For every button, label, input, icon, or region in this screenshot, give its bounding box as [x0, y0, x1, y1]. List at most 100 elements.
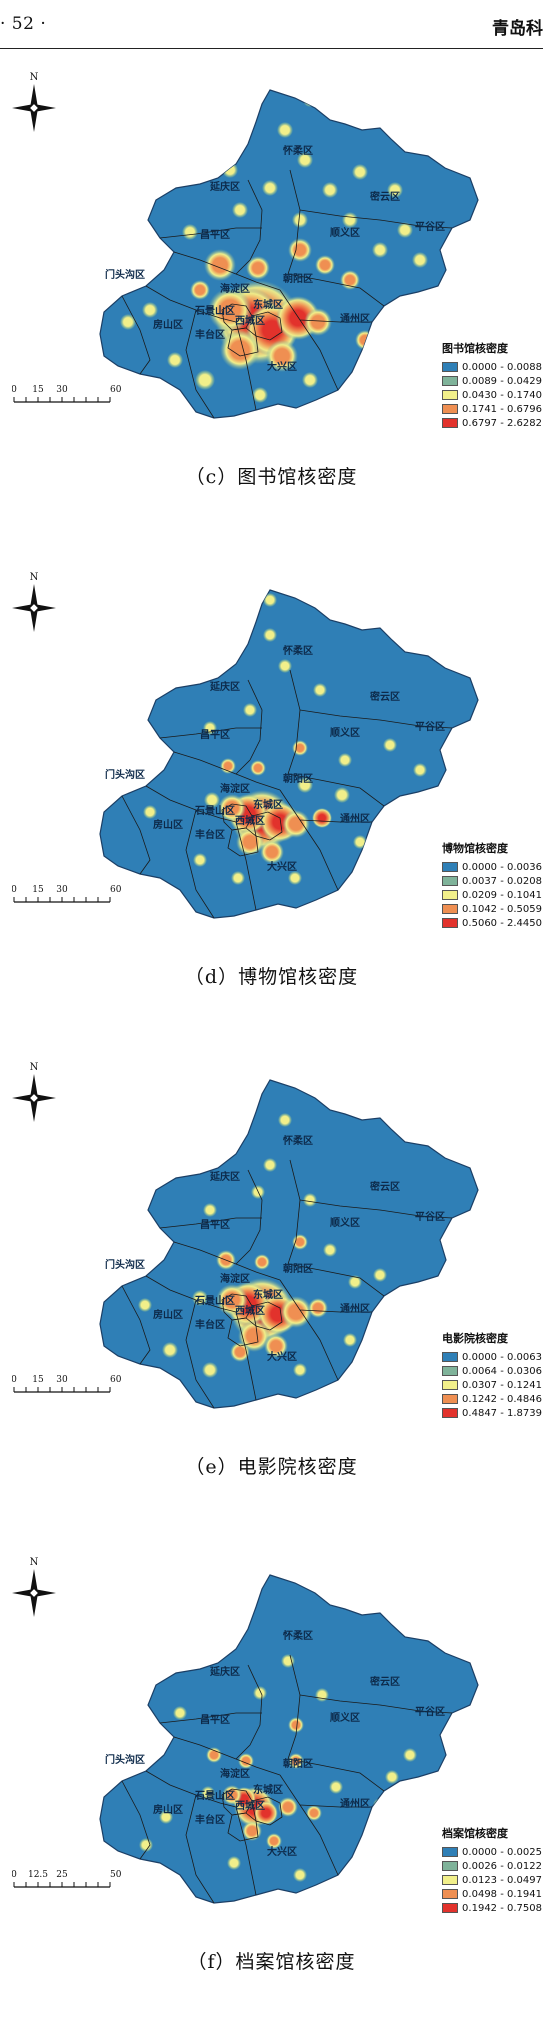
legend-label: 0.0498 - 0.1941 [462, 1888, 542, 1900]
legend-label: 0.5060 - 2.4450 [462, 917, 542, 929]
legend-item: 0.6797 - 2.6282 [442, 416, 542, 430]
scale-label: 0 [12, 385, 17, 395]
density-hotspot [304, 308, 332, 336]
density-hotspot [288, 871, 302, 885]
density-hotspot [297, 777, 313, 793]
density-hotspot [278, 659, 292, 673]
north-arrow-icon: N [12, 1557, 56, 1617]
density-hotspot [288, 1753, 304, 1769]
density-hotspot [192, 1290, 208, 1306]
legend-item: 0.0064 - 0.0306 [442, 1364, 542, 1378]
density-hotspot [227, 1856, 241, 1870]
legend-swatch [442, 904, 459, 914]
legend-swatch [442, 918, 459, 928]
density-hotspot [260, 840, 284, 864]
density-hotspot [348, 1275, 362, 1289]
density-hotspot [293, 1363, 307, 1377]
figure-caption: （c）图书馆核密度 [185, 466, 358, 488]
density-hotspot [329, 1780, 343, 1794]
legend-swatch [442, 1394, 459, 1404]
density-hotspot [204, 792, 220, 808]
density-hotspot [303, 1193, 317, 1207]
density-hotspot [397, 222, 413, 238]
density-hotspot [280, 1296, 312, 1328]
district-label: 朝阳区 [283, 772, 313, 785]
district-boundaries [121, 169, 453, 419]
district-label: 石景山区 [194, 304, 235, 317]
district-label: 门头沟区 [105, 1753, 145, 1766]
district-boundaries [121, 669, 453, 919]
district-label: 密云区 [370, 690, 400, 703]
density-hotspot [288, 1717, 304, 1733]
density-hotspot [143, 805, 157, 819]
map-panel-library: 怀柔区 延庆区 密云区 昌平区 顺义区 平谷区 门头沟区 海淀区 朝阳区 石景山区 东城区 西城区 丰台… [0, 60, 543, 540]
density-hotspot [250, 760, 266, 776]
density-hotspot [383, 738, 397, 752]
density-hotspot [153, 743, 167, 757]
district-label: 通州区 [340, 1303, 370, 1315]
legend-swatch [442, 1861, 459, 1871]
density-hotspot [206, 1747, 222, 1763]
density-hotspot [322, 182, 338, 198]
district-label: 东城区 [253, 1288, 283, 1301]
district-label: 通州区 [340, 813, 370, 825]
density-hotspot [236, 828, 264, 856]
district-label: 石景山区 [194, 1294, 235, 1307]
legend-label: 0.0000 - 0.0063 [462, 1351, 542, 1363]
density-hotspot [264, 1334, 288, 1358]
density-hotspot [292, 1234, 308, 1250]
legend-item: 0.0307 - 0.1241 [442, 1378, 542, 1392]
legend-item: 0.0000 - 0.0036 [442, 860, 542, 874]
beijing-region [99, 1079, 479, 1409]
district-label: 朝阳区 [283, 1262, 313, 1275]
legend-item: 0.1741 - 0.6796 [442, 402, 542, 416]
north-arrow-icon: N [12, 572, 56, 632]
density-hotspot [292, 212, 308, 228]
legend-item: 0.1242 - 0.4846 [442, 1392, 542, 1406]
district-label: 门头沟区 [105, 768, 145, 781]
legend-title: 博物馆核密度 [442, 842, 508, 855]
scale-label: 30 [56, 385, 68, 395]
density-hotspot [204, 249, 236, 281]
legend-item: 0.0000 - 0.0025 [442, 1845, 542, 1859]
legend-item: 0.0000 - 0.0088 [442, 360, 542, 374]
density-hotspot [182, 224, 198, 240]
legend-item: 0.0026 - 0.0122 [442, 1859, 542, 1873]
district-label: 海淀区 [220, 1767, 250, 1780]
legend-swatch [442, 1380, 459, 1390]
figure-caption: （e）电影院核密度 [185, 1456, 358, 1478]
legend-item: 0.1942 - 0.7508 [442, 1901, 542, 1915]
scale-bar: 0 15 30 60 km [12, 1375, 122, 1393]
density-hotspot [208, 288, 252, 332]
density-hotspot [263, 593, 277, 607]
legend-label: 0.1242 - 0.4846 [462, 1393, 542, 1405]
density-hotspot [315, 255, 335, 275]
density-hotspot [222, 162, 238, 178]
legend-label: 0.0430 - 0.1740 [462, 389, 542, 401]
density-hotspot [387, 182, 403, 198]
scale-label: 12.5 [28, 1870, 48, 1880]
legend-swatch [442, 862, 459, 872]
legend-label: 0.0064 - 0.0306 [462, 1365, 542, 1377]
legend-label: 0.0026 - 0.0122 [462, 1860, 542, 1872]
beijing-region [99, 589, 479, 919]
district-label: 昌平区 [200, 1714, 230, 1726]
svg-text:N: N [30, 1062, 39, 1073]
scale-label: 0 [12, 1870, 17, 1880]
density-hotspot [278, 1113, 292, 1127]
district-label: 丰台区 [195, 1318, 225, 1331]
legend-item: 0.0430 - 0.1740 [442, 388, 542, 402]
north-arrow-icon: N [12, 72, 56, 132]
district-label: 东城区 [253, 298, 283, 311]
figure-caption: （f）档案馆核密度 [187, 1951, 356, 1973]
legend-swatch [442, 404, 459, 414]
scale-label: 60 km [110, 1375, 122, 1385]
density-hotspot [190, 280, 210, 300]
scale-label: 0 [12, 1375, 17, 1385]
density-hotspot [385, 1770, 399, 1784]
density-hotspot [315, 1688, 329, 1702]
density-hotspot [246, 256, 270, 280]
scale-bar: 0 12.5 25 50 km [12, 1870, 122, 1888]
density-hotspot [282, 810, 310, 838]
